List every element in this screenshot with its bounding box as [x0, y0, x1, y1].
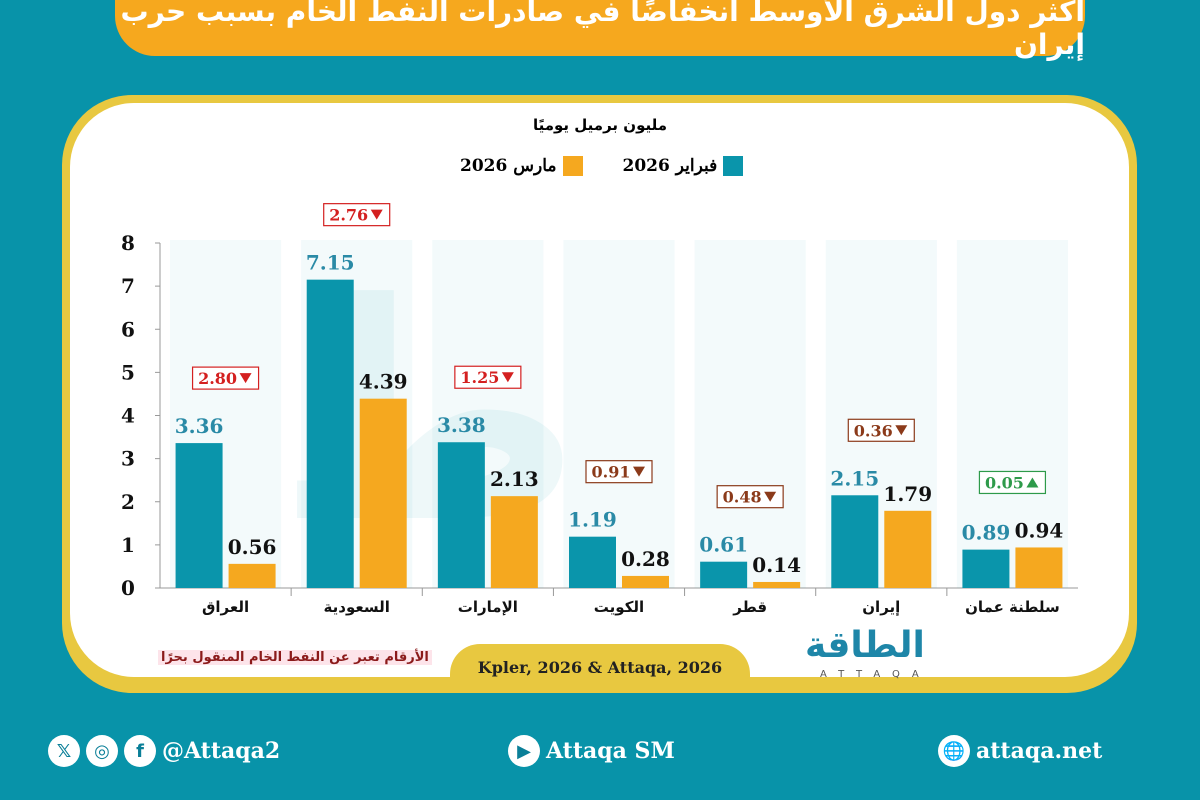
change-badge [585, 460, 653, 484]
value-label-feb: 7.15 [306, 251, 355, 275]
bar-mar [884, 510, 932, 588]
y-tick-label: 3 [121, 447, 135, 471]
website-link: 🌐 attaqa.net [938, 735, 1102, 767]
arrow-down-icon [764, 491, 777, 502]
instagram-icon[interactable]: ◎ [86, 735, 118, 767]
category-label: الإمارات [458, 598, 518, 616]
category-label: إيران [862, 598, 900, 616]
source-tab: Kpler, 2026 & Attaqa, 2026 [450, 644, 750, 690]
y-tick-label: 8 [121, 231, 135, 255]
category-label: قطر [732, 598, 767, 616]
change-value: 0.91 [592, 463, 631, 482]
value-label-mar: 2.13 [490, 467, 539, 491]
legend-item-mar: مارس 2026 [460, 156, 583, 176]
change-badge [716, 485, 784, 509]
facebook-icon[interactable]: f [124, 735, 156, 767]
legend-label-feb: فبراير 2026 [622, 156, 718, 176]
logo-english: ATTAQA [820, 669, 931, 680]
youtube-icon[interactable]: ▶ [508, 735, 540, 767]
bar-feb [831, 495, 879, 588]
change-badge [847, 418, 915, 442]
bar-feb [700, 561, 748, 588]
youtube-link: ▶ Attaqa SM [508, 735, 675, 767]
arrow-up-icon [1026, 477, 1039, 488]
y-tick-label: 2 [121, 490, 135, 514]
legend-swatch-feb [723, 156, 744, 176]
change-badge [323, 203, 391, 227]
bar-mar [1015, 547, 1063, 588]
value-label-feb: 2.15 [830, 466, 879, 490]
bar-feb [569, 536, 616, 588]
bar-mar [622, 575, 669, 588]
value-label-mar: 4.39 [359, 370, 408, 394]
legend-item-feb: فبراير 2026 [623, 156, 744, 176]
bar-feb [962, 549, 1010, 588]
category-label: السعودية [324, 598, 390, 616]
change-value: 2.80 [198, 369, 237, 388]
legend-swatch-mar [562, 156, 583, 176]
change-badge [978, 470, 1047, 495]
category-label: العراق [202, 598, 249, 616]
social-handle[interactable]: @Attaqa2 [162, 738, 281, 764]
globe-icon[interactable]: 🌐 [938, 735, 970, 767]
change-value: 2.76 [329, 206, 368, 225]
y-tick-label: 7 [121, 274, 135, 298]
youtube-channel[interactable]: Attaqa SM [546, 738, 675, 764]
arrow-down-icon [501, 372, 514, 383]
column-bg [694, 240, 806, 588]
x-icon[interactable]: 𝕏 [48, 735, 80, 767]
bar-feb [306, 279, 354, 588]
value-label-feb: 3.36 [175, 414, 224, 438]
social-links: 𝕏 ◎ f @Attaqa2 [48, 735, 280, 767]
column-bg [956, 240, 1068, 588]
bar-feb [175, 443, 223, 588]
source-text: Kpler, 2026 & Attaqa, 2026 [477, 657, 723, 677]
bar-mar [753, 581, 801, 588]
logo-arabic: الطاقة [805, 625, 925, 666]
attaqa-logo: الطاقة ATTAQA [800, 625, 960, 683]
arrow-down-icon [239, 373, 252, 384]
change-badge [454, 365, 522, 389]
legend: فبراير 2026 مارس 2026 [460, 156, 744, 176]
y-tick-label: 0 [121, 576, 135, 600]
column-bg [563, 240, 675, 588]
category-label: سلطنة عمان [965, 598, 1060, 616]
y-tick-label: 5 [121, 360, 135, 384]
legend-label-mar: مارس 2026 [460, 156, 557, 176]
title-bar: أكثر دول الشرق الأوسط انخفاضًا في صادرات… [115, 0, 1085, 61]
change-value: 0.36 [854, 421, 893, 440]
change-value: 1.25 [460, 368, 499, 387]
y-tick-label: 6 [121, 317, 135, 341]
page-title: أكثر دول الشرق الأوسط انخفاضًا في صادرات… [120, 0, 1086, 61]
change-badge [191, 366, 260, 390]
value-label-feb: 0.89 [962, 521, 1011, 545]
value-label-mar: 1.79 [883, 482, 932, 506]
change-value: 0.48 [723, 488, 762, 507]
arrow-down-icon [633, 466, 645, 477]
arrow-down-icon [370, 209, 383, 220]
category-label: الكويت [594, 598, 644, 616]
arrow-down-icon [895, 425, 908, 436]
bar-feb [437, 442, 485, 588]
value-label-feb: 0.61 [699, 533, 748, 557]
value-label-mar: 0.28 [621, 547, 670, 571]
y-tick-label: 4 [121, 404, 135, 428]
change-value: 0.05 [985, 473, 1024, 492]
value-label-feb: 3.38 [437, 413, 486, 437]
y-axis-unit: مليون برميل يوميًا [532, 116, 668, 134]
bar-mar [490, 496, 538, 588]
website-url[interactable]: attaqa.net [976, 738, 1103, 764]
y-tick-label: 1 [121, 533, 135, 557]
footnote: الأرقام تعبر عن النفط الخام المنقول بحرً… [158, 650, 432, 665]
value-label-mar: 0.94 [1015, 518, 1064, 542]
value-label-mar: 0.14 [752, 553, 801, 577]
value-label-feb: 1.19 [568, 508, 617, 532]
bar-mar [228, 563, 276, 588]
bar-mar [359, 398, 407, 588]
value-label-mar: 0.56 [228, 535, 277, 559]
